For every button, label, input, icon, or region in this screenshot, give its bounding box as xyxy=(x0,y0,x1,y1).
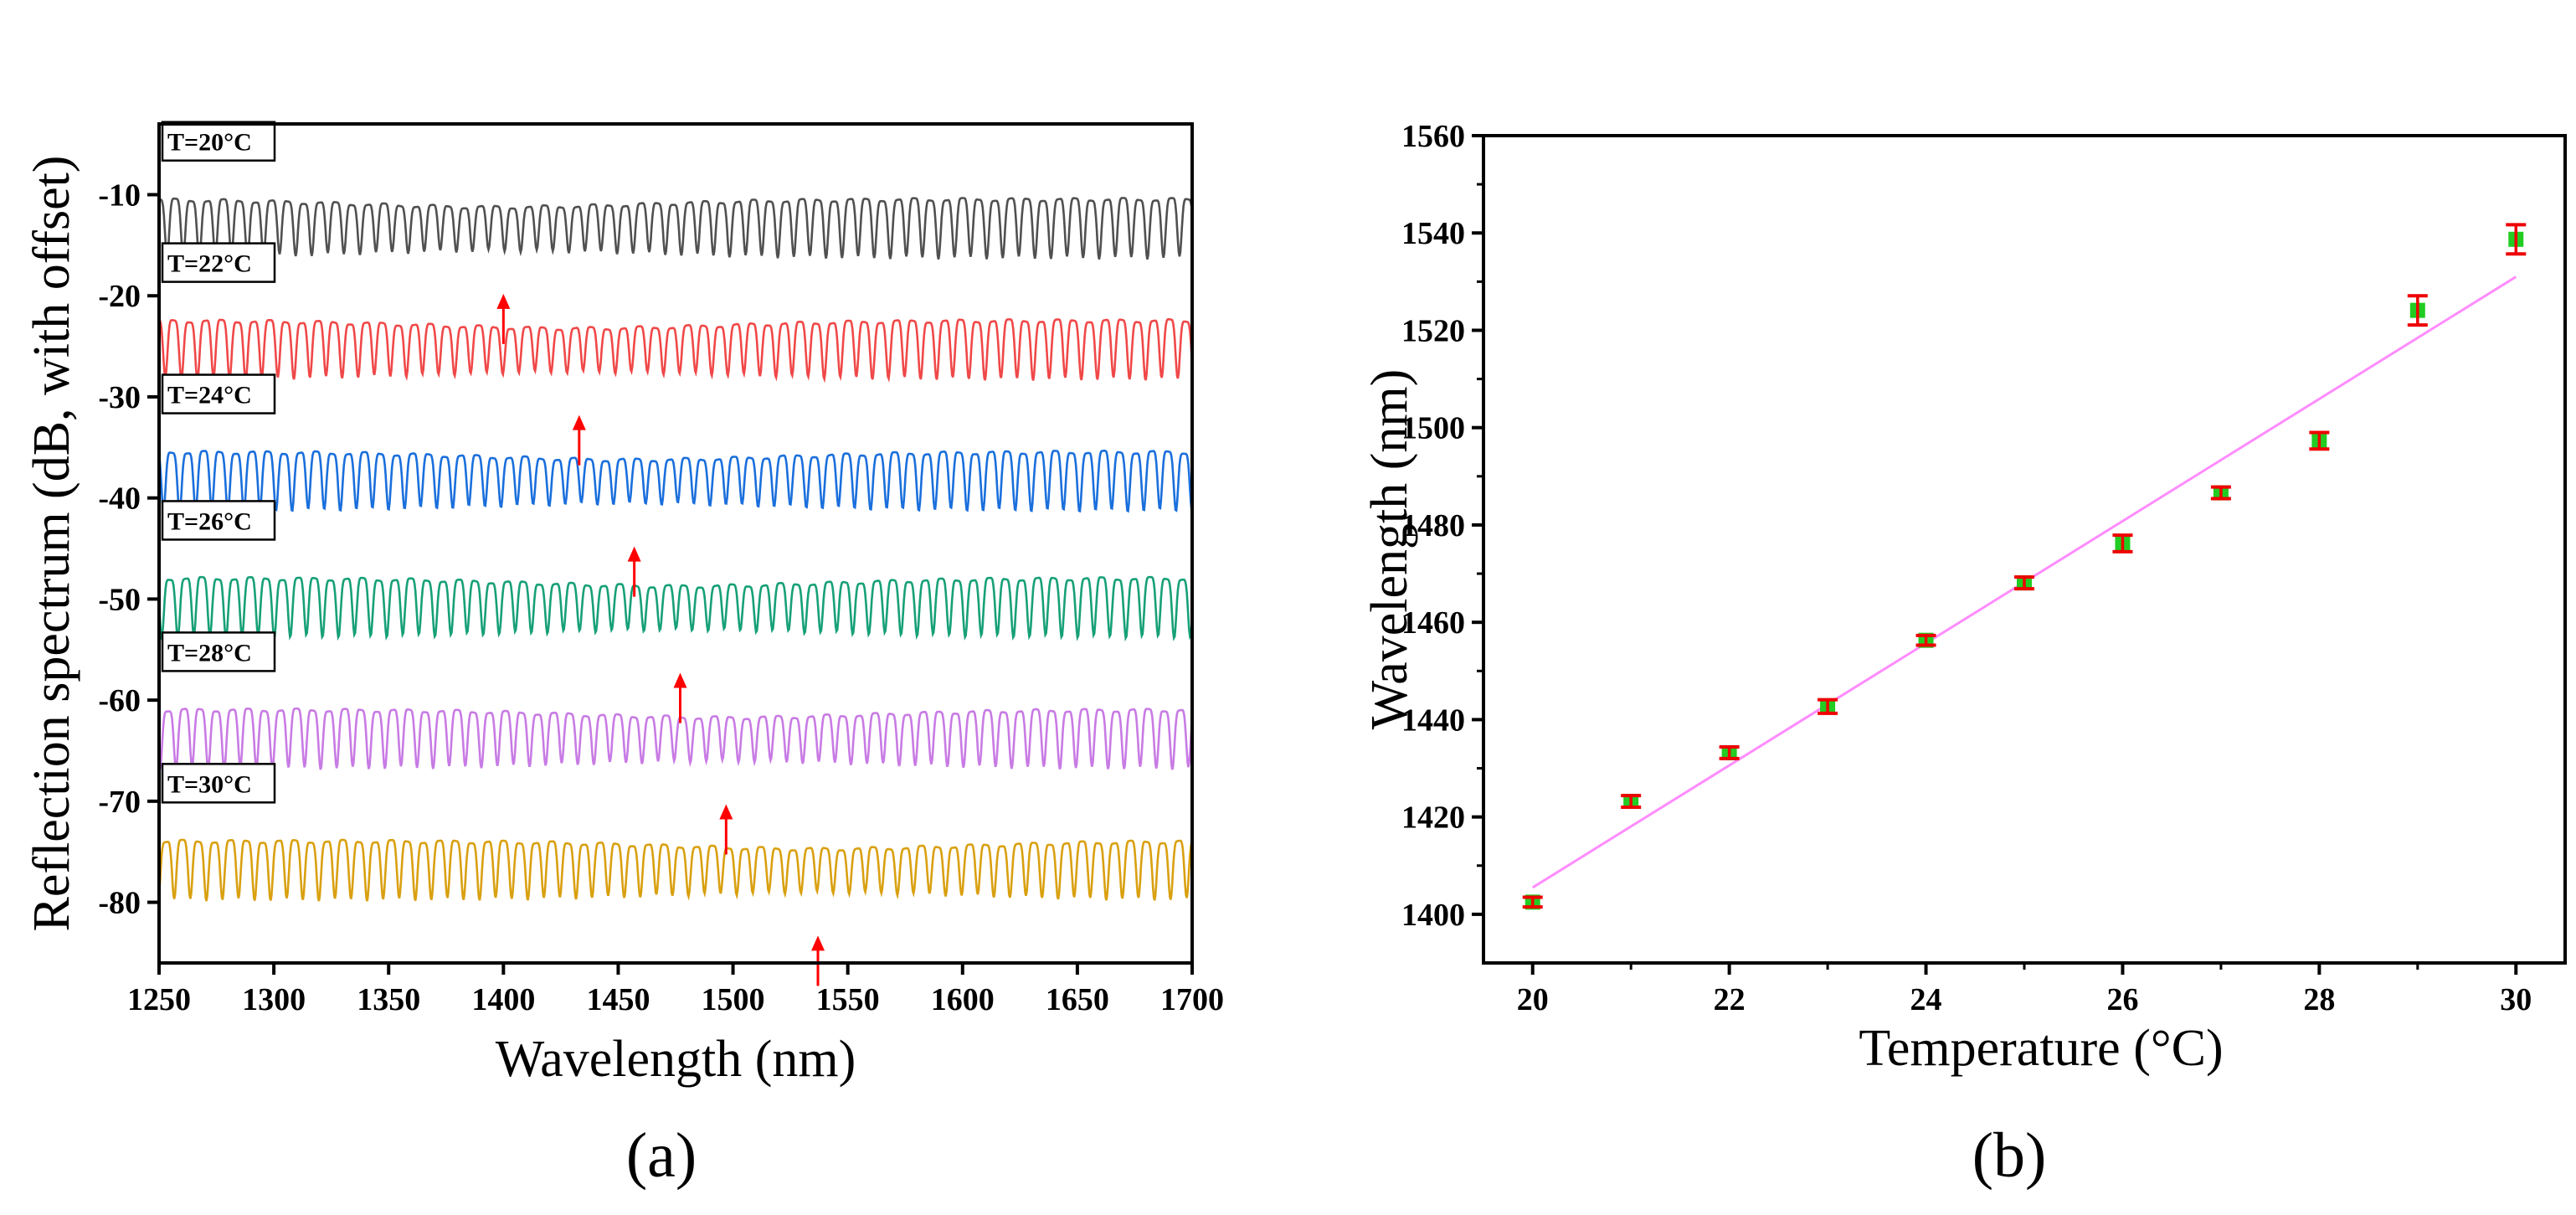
temperature-label-6: T=30°C xyxy=(161,763,276,804)
x-tick-label: 1450 xyxy=(586,982,650,1017)
y-tick-label: 1540 xyxy=(1401,216,1465,251)
data-point-4 xyxy=(1818,698,1838,715)
x-tick-label: 1250 xyxy=(127,982,191,1017)
data-point-5 xyxy=(1915,632,1936,648)
y-tick-label: -20 xyxy=(98,279,141,314)
feature-arrow-2 xyxy=(572,414,586,466)
temperature-label-text: T=22°C xyxy=(167,250,252,278)
temperature-label-2: T=22°C xyxy=(161,242,276,283)
y-tick-label: 1520 xyxy=(1401,313,1465,348)
x-tick-label: 1550 xyxy=(816,982,880,1017)
data-point-1 xyxy=(1522,894,1543,910)
data-point-7 xyxy=(2112,533,2133,553)
panel-a-temperature-labels: T=20°C T=22°C T=24°C T=26°C T=28°C T=30°C xyxy=(161,121,276,804)
x-tick-label: 1500 xyxy=(702,982,765,1017)
x-tick-label: 1700 xyxy=(1160,982,1224,1017)
y-tick-label: -40 xyxy=(98,481,141,517)
data-point-6 xyxy=(2014,575,2034,591)
y-tick-label: -80 xyxy=(98,886,141,921)
panel-a-x-axis-title: Wavelength (nm) xyxy=(496,1031,856,1088)
panel-a-x-ticks: 1250 1300 1350 1400 1450 1500 1550 1600 1650 1700 xyxy=(127,963,1224,1017)
y-tick-label: -70 xyxy=(98,785,141,820)
spectrum-line-1 xyxy=(158,197,1193,260)
y-tick-label: -60 xyxy=(98,683,141,718)
y-tick-label: 1440 xyxy=(1401,703,1465,738)
x-tick-label: 28 xyxy=(2303,982,2335,1017)
y-tick-label: 1420 xyxy=(1401,801,1465,836)
panel-a-arrows xyxy=(496,293,825,986)
y-tick-label: 1400 xyxy=(1401,898,1465,933)
data-point-11 xyxy=(2506,223,2527,256)
panel-b-y-axis-title: Wavelength (nm) xyxy=(1361,369,1418,730)
y-tick-label: -30 xyxy=(98,380,141,415)
data-point-2 xyxy=(1621,794,1642,810)
spectrum-line-2 xyxy=(158,318,1193,384)
spectrum-line-5 xyxy=(157,707,1193,770)
x-tick-label: 1350 xyxy=(357,982,420,1017)
x-tick-label: 22 xyxy=(1714,982,1746,1017)
temperature-label-text: T=30°C xyxy=(167,770,252,798)
spectrum-line-6 xyxy=(157,838,1193,902)
y-tick-label: 1460 xyxy=(1401,605,1465,641)
panel-a-y-ticks: -10 -20 -30 -40 -50 -60 -70 -80 xyxy=(98,178,159,921)
x-tick-label: 1600 xyxy=(931,982,995,1017)
temperature-label-4: T=26°C xyxy=(161,500,276,541)
panel-b-plot-frame xyxy=(1482,134,2567,965)
feature-arrow-1 xyxy=(496,293,511,344)
panel-b-tag: (b) xyxy=(1972,1120,2047,1191)
feature-arrow-6 xyxy=(811,935,825,986)
feature-arrow-3 xyxy=(627,546,641,597)
x-tick-label: 26 xyxy=(2106,982,2138,1017)
data-point-8 xyxy=(2210,485,2231,501)
panel-b-y-ticks: 1400 1420 1440 1460 1480 1500 1520 1540 1560 xyxy=(1401,119,1483,933)
x-tick-label: 1300 xyxy=(242,982,306,1017)
spectrum-line-4 xyxy=(157,575,1193,642)
panel-b-x-axis-title: Temperature (°C) xyxy=(1859,1020,2223,1077)
temperature-label-text: T=26°C xyxy=(167,507,252,535)
x-tick-label: 30 xyxy=(2500,982,2532,1017)
feature-arrow-5 xyxy=(719,804,733,855)
x-tick-label: 20 xyxy=(1517,982,1549,1017)
panel-a-spectra xyxy=(157,197,1193,902)
temperature-label-text: T=20°C xyxy=(167,129,252,157)
x-tick-label: 24 xyxy=(1910,982,1942,1017)
x-tick-label: 1650 xyxy=(1046,982,1109,1017)
panel-b-wavelength-vs-temperature: 20 22 24 26 28 30 1400 1420 1440 1460 1480 1500 152… xyxy=(1361,119,2567,1191)
y-tick-label: 1480 xyxy=(1401,508,1465,543)
temperature-label-1: T=20°C xyxy=(161,121,276,162)
panel-b-x-ticks: 20 22 24 26 28 30 xyxy=(1517,963,2532,1017)
panel-b-data-points xyxy=(1522,223,2527,910)
spectrum-line-3 xyxy=(157,450,1193,513)
y-tick-label: -50 xyxy=(98,582,141,617)
panel-a-plot-frame xyxy=(157,122,1194,965)
panel-a-y-axis-title: Reflection spectrum (dB, with offset) xyxy=(23,156,80,932)
temperature-label-3: T=24°C xyxy=(161,373,276,414)
x-tick-label: 1400 xyxy=(471,982,535,1017)
data-point-9 xyxy=(2309,430,2330,451)
data-point-10 xyxy=(2407,294,2428,327)
data-point-3 xyxy=(1719,744,1740,760)
temperature-label-5: T=28°C xyxy=(161,631,276,672)
panel-a-reflection-spectrum: T=20°C T=22°C T=24°C T=26°C T=28°C T=30°C 125… xyxy=(23,121,1224,1191)
panel-a-tag: (a) xyxy=(626,1120,697,1191)
feature-arrow-4 xyxy=(673,672,687,723)
y-tick-label: 1500 xyxy=(1401,411,1465,446)
y-tick-label: 1560 xyxy=(1401,119,1465,154)
temperature-label-text: T=24°C xyxy=(167,382,252,409)
y-tick-label: -10 xyxy=(98,178,141,214)
temperature-label-text: T=28°C xyxy=(167,639,252,667)
